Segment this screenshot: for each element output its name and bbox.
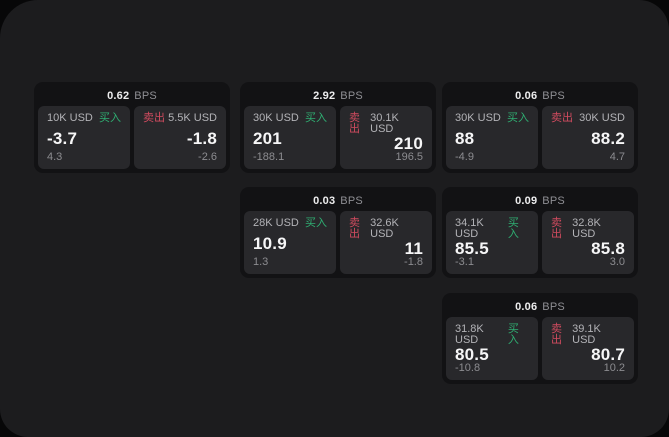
sell-side-label: 卖出 [143,112,165,124]
sell-side-label: 卖出 [551,112,573,124]
buy-side-label: 买入 [99,112,121,124]
card-header: 0.62 BPS [38,86,226,106]
quote-card-2: 2.92 BPS 30K USD 买入 201 -188.1 卖出 30.1K … [240,82,436,173]
buy-side-label: 买入 [507,112,529,124]
buy-delta: -188.1 [253,151,285,163]
buy-amount: 30K USD [455,112,501,124]
bps-value: 0.06 [515,301,538,313]
sell-amount: 32.6K USD [370,217,399,240]
sell-delta: -1.8 [404,256,423,268]
sell-tile[interactable]: 卖出 30.1K USD 210 196.5 [340,106,432,169]
sell-side-label: 卖出 [551,217,562,240]
sell-price: 11 [404,239,423,258]
sell-amount: 32.8K USD [572,217,601,240]
bps-unit-label: BPS [340,90,363,102]
buy-side-label: 买入 [507,217,519,240]
buy-delta: 4.3 [47,151,63,163]
buy-tile[interactable]: 30K USD 买入 88 -4.9 [446,106,538,169]
quote-card-3: 0.06 BPS 30K USD 买入 88 -4.9 卖出 30K USD 8… [442,82,638,173]
buy-price: 88 [455,128,475,148]
bps-value: 0.62 [107,90,130,102]
sell-price: 88.2 [591,128,625,148]
buy-tile[interactable]: 10K USD 买入 -3.7 4.3 [38,106,130,169]
buy-side-label: 买入 [507,323,519,346]
buy-delta: -4.9 [455,151,474,163]
sell-price: 80.7 [591,345,625,364]
sell-tile[interactable]: 卖出 32.8K USD 85.8 3.0 [542,211,634,274]
sell-amount: 5.5K USD [168,112,217,124]
buy-amount: 31.8K USD [455,323,484,346]
buy-delta: -10.8 [455,362,481,374]
buy-delta: -3.1 [455,256,474,268]
sell-tile[interactable]: 卖出 5.5K USD -1.8 -2.6 [134,106,226,169]
buy-price: 85.5 [455,239,489,258]
buy-side-label: 买入 [305,217,327,229]
sell-delta: 3.0 [609,256,625,268]
buy-tile[interactable]: 34.1K USD 买入 85.5 -3.1 [446,211,538,274]
card-header: 0.06 BPS [446,297,634,317]
bps-unit-label: BPS [340,195,363,207]
sell-delta: 10.2 [603,362,625,374]
card-header: 2.92 BPS [244,86,432,106]
sell-amount: 30K USD [579,112,625,124]
sell-price: 210 [394,134,423,153]
bps-value: 2.92 [313,90,336,102]
bps-unit-label: BPS [542,301,565,313]
quote-card-6: 0.06 BPS 31.8K USD 买入 80.5 -10.8 卖出 39.1… [442,293,638,384]
buy-amount: 28K USD [253,217,299,229]
sell-side-label: 卖出 [551,323,562,346]
buy-price: -3.7 [47,128,78,148]
buy-amount: 10K USD [47,112,93,124]
sell-price: 85.8 [591,239,625,258]
bps-value: 0.06 [515,90,538,102]
quote-card-5: 0.09 BPS 34.1K USD 买入 85.5 -3.1 卖出 32.8K… [442,187,638,278]
sell-tile[interactable]: 卖出 30K USD 88.2 4.7 [542,106,634,169]
buy-price: 201 [253,128,282,148]
sell-amount: 30.1K USD [370,112,399,135]
buy-price: 10.9 [253,233,287,253]
card-header: 0.09 BPS [446,191,634,211]
bps-value: 0.09 [515,195,538,207]
bps-unit-label: BPS [542,195,565,207]
card-header: 0.03 BPS [244,191,432,211]
bps-value: 0.03 [313,195,336,207]
sell-delta: 4.7 [609,151,625,163]
buy-tile[interactable]: 31.8K USD 买入 80.5 -10.8 [446,317,538,380]
sell-side-label: 卖出 [349,112,360,135]
sell-side-label: 卖出 [349,217,360,240]
sell-tile[interactable]: 卖出 39.1K USD 80.7 10.2 [542,317,634,380]
sell-tile[interactable]: 卖出 32.6K USD 11 -1.8 [340,211,432,274]
card-header: 0.06 BPS [446,86,634,106]
bps-unit-label: BPS [542,90,565,102]
buy-tile[interactable]: 28K USD 买入 10.9 1.3 [244,211,336,274]
buy-amount: 30K USD [253,112,299,124]
bps-unit-label: BPS [134,90,157,102]
sell-price: -1.8 [186,128,217,148]
sell-delta: 196.5 [395,151,423,163]
buy-amount: 34.1K USD [455,217,484,240]
sell-amount: 39.1K USD [572,323,601,346]
sell-delta: -2.6 [198,151,217,163]
buy-side-label: 买入 [305,112,327,124]
buy-tile[interactable]: 30K USD 买入 201 -188.1 [244,106,336,169]
buy-price: 80.5 [455,345,489,364]
quote-card-4: 0.03 BPS 28K USD 买入 10.9 1.3 卖出 32.6K US… [240,187,436,278]
quote-card-1: 0.62 BPS 10K USD 买入 -3.7 4.3 卖出 5.5K USD… [34,82,230,173]
buy-delta: 1.3 [253,256,269,268]
